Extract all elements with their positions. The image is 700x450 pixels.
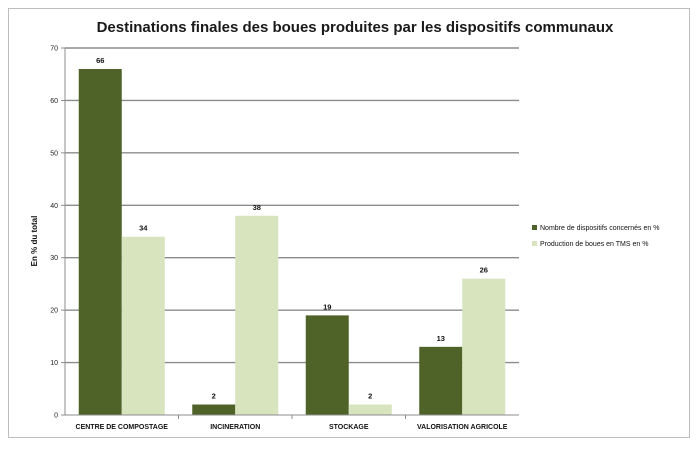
x-category-label: CENTRE DE COMPOSTAGE: [76, 424, 169, 431]
axes: 0 10 20 30 40 50 60 70 CENTRE DE COMPOSTAGE INCIN…: [50, 46, 519, 431]
bar: [348, 404, 392, 415]
data-label: 19: [323, 302, 331, 311]
x-category-label: INCINERATION: [210, 424, 260, 431]
bar: [419, 346, 463, 415]
bar: [462, 278, 506, 415]
y-tick-label: 0: [54, 413, 58, 420]
data-label: 2: [368, 392, 372, 401]
y-tick-label: 70: [50, 46, 58, 53]
data-label: 2: [212, 392, 216, 401]
bar: [121, 236, 165, 415]
bar: [235, 215, 279, 415]
bar: [192, 404, 236, 415]
data-label: 26: [480, 266, 488, 275]
legend-swatch: [532, 241, 537, 246]
legend: Nombre de dispositifs concernés en % Prod…: [532, 225, 659, 248]
data-labels: 66 34 2 38 19 2 13 26: [96, 56, 488, 401]
legend-label: Nombre de dispositifs concernés en %: [540, 225, 659, 232]
bars: [78, 68, 506, 415]
bar: [305, 315, 349, 415]
bar: [78, 68, 122, 415]
y-tick-label: 10: [50, 360, 58, 367]
legend-swatch: [532, 225, 537, 230]
y-tick-label: 50: [50, 150, 58, 157]
y-axis-label: En % du total: [30, 216, 39, 267]
data-label: 34: [139, 224, 148, 233]
x-category-label: VALORISATION AGRICOLE: [417, 424, 508, 431]
chart-frame: Destinations finales des boues produites…: [8, 8, 690, 438]
chart: Destinations finales des boues produites…: [30, 19, 659, 431]
x-category-label: STOCKAGE: [329, 424, 369, 431]
y-tick-label: 20: [50, 308, 58, 315]
data-label: 66: [96, 56, 104, 65]
y-tick-label: 60: [50, 98, 58, 105]
legend-label: Production de boues en TMS en %: [540, 241, 648, 248]
data-label: 38: [253, 203, 261, 212]
chart-title: Destinations finales des boues produites…: [97, 19, 614, 36]
data-label: 13: [437, 334, 445, 343]
y-tick-label: 30: [50, 255, 58, 262]
y-tick-label: 40: [50, 203, 58, 210]
